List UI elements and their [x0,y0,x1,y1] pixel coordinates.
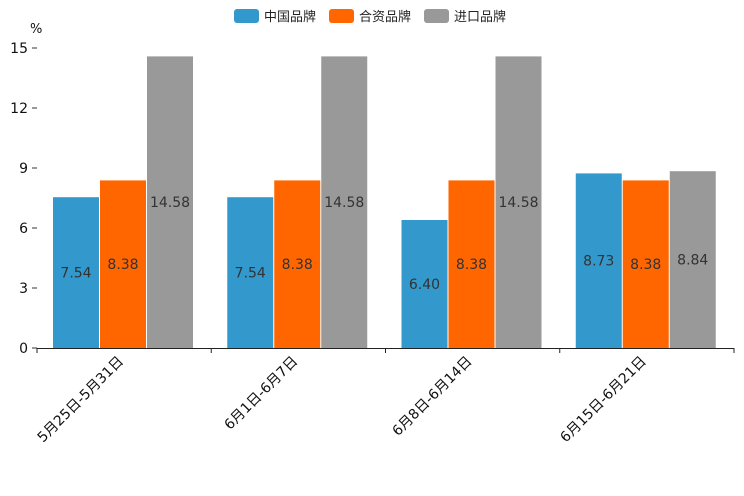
x-category-label-2: 6月1日-6月7日 [222,354,302,434]
data-labels-group: 7.54 8.38 14.58 7.54 8.38 14.58 6.40 8.38 14.58 8… [60,195,708,293]
legend-swatch-3 [424,9,449,23]
x-axis: 5月25日-5月31日 6月1日-6月7日 6月8日-6月14日 6月15日-6月21… [35,348,735,446]
y-tick-label: 9 [19,161,28,177]
legend-label-2: 合资品牌 [359,9,411,25]
data-label-2-4: 8.38 [630,257,661,273]
bars-group [53,56,716,349]
bar-1-2 [227,197,274,348]
legend-swatch-1 [234,9,259,23]
bar-3-4 [669,171,716,348]
bar-2-3 [448,180,495,348]
data-label-3-4: 8.84 [677,253,708,269]
x-category-label-1: 5月25日-5月31日 [35,354,127,446]
data-label-1-4: 8.73 [583,254,614,270]
x-category-label-3: 6月8日-6月14日 [389,354,475,440]
data-label-3-3: 14.58 [498,195,538,211]
y-axis: 0 3 6 9 12 15 [10,41,37,357]
chart-legend: 中国品牌 合资品牌 进口品牌 [234,9,506,25]
y-tick-label: 15 [10,41,28,57]
bar-1-4 [575,173,622,348]
bar-3-1 [147,56,193,349]
bar-2-2 [274,180,321,348]
bar-3-2 [321,56,368,349]
bar-1-3 [401,220,448,348]
legend-label-1: 中国品牌 [264,9,316,25]
y-tick-label: 3 [19,281,28,297]
data-label-2-1: 8.38 [107,257,138,273]
legend-label-3: 进口品牌 [454,9,506,25]
data-label-3-1: 14.58 [150,195,190,211]
data-label-3-2: 14.58 [324,195,364,211]
bar-3-3 [495,56,542,349]
y-tick-label: 12 [10,101,28,117]
data-label-1-3: 6.40 [409,277,440,293]
legend-swatch-2 [329,9,354,23]
bar-2-4 [622,180,669,348]
x-category-label-4: 6月15日-6月21日 [557,354,649,446]
data-label-1-2: 7.54 [235,266,266,282]
y-axis-unit-label: % [30,22,42,37]
data-label-1-1: 7.54 [60,266,91,282]
bar-1-1 [53,197,99,348]
data-label-2-3: 8.38 [456,257,487,273]
data-label-2-2: 8.38 [282,257,313,273]
y-tick-label: 0 [19,341,28,357]
bar-2-1 [100,180,146,348]
y-tick-label: 6 [19,221,28,237]
